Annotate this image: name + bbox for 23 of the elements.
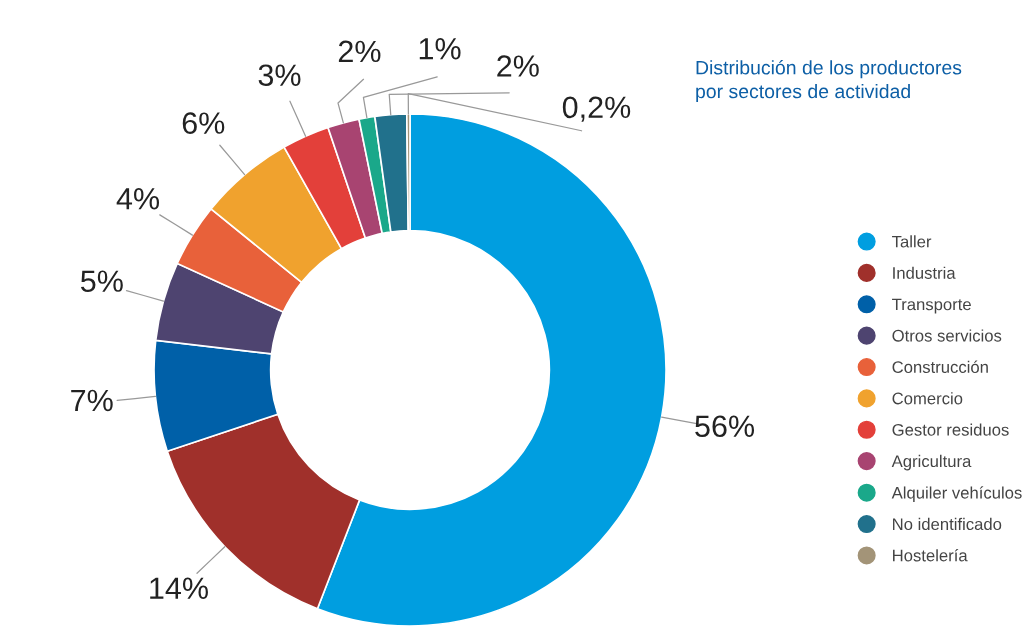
legend-label: Gestor residuos bbox=[892, 423, 1009, 436]
legend-label: Alquiler vehículos bbox=[891, 486, 1022, 502]
legend-label: No identificado bbox=[893, 517, 1002, 531]
data-label: 14% bbox=[150, 577, 208, 599]
data-label: 6% bbox=[182, 112, 225, 134]
legend-label: Hostelería bbox=[893, 548, 968, 562]
data-label: 1% bbox=[419, 38, 461, 60]
data-label: 5% bbox=[80, 270, 123, 292]
data-label: 2% bbox=[497, 55, 539, 77]
data-label: 56% bbox=[695, 415, 755, 438]
legend-label: Agricultura bbox=[891, 454, 972, 471]
legend-label: Industria bbox=[893, 266, 956, 279]
legend-label: Otros servicios bbox=[892, 329, 1002, 342]
data-label: 4% bbox=[116, 188, 160, 210]
legend-label: Transporte bbox=[892, 298, 971, 314]
data-label: 3% bbox=[258, 64, 301, 87]
data-label: 7% bbox=[71, 389, 113, 412]
legend-label: Taller bbox=[892, 235, 932, 248]
legend-label: Construcción bbox=[892, 360, 988, 374]
text: Distribución de los productores por sectores de actividad bbox=[696, 60, 962, 103]
data-label: 2% bbox=[338, 40, 381, 63]
legend-label: Comercio bbox=[892, 392, 963, 405]
data-label: 0,2% bbox=[562, 96, 631, 122]
